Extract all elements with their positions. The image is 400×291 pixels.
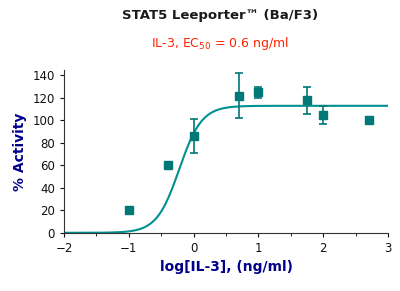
X-axis label: log[IL-3], (ng/ml): log[IL-3], (ng/ml)	[160, 260, 292, 274]
Text: IL-3, EC$_{50}$ = 0.6 ng/ml: IL-3, EC$_{50}$ = 0.6 ng/ml	[151, 35, 289, 52]
Text: STAT5 Leeporter™ (Ba/F3): STAT5 Leeporter™ (Ba/F3)	[122, 9, 318, 22]
Y-axis label: % Activity: % Activity	[13, 112, 27, 191]
